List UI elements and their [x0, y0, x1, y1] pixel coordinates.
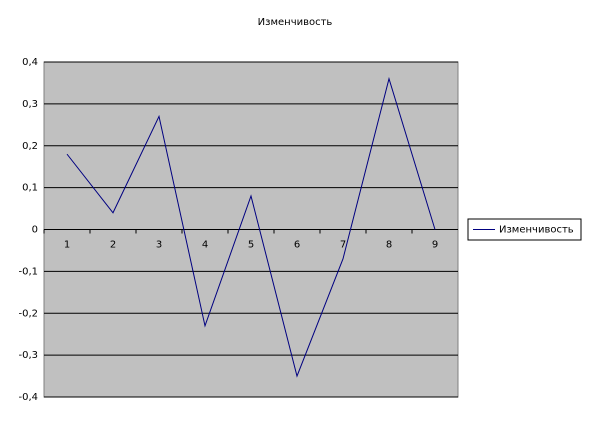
y-tick-label: 0,4 — [22, 57, 38, 68]
data-line — [66, 76, 436, 378]
y-tick-label: -0,2 — [18, 308, 38, 319]
x-tick-label: 4 — [202, 240, 208, 251]
y-tick-label: -0,3 — [18, 350, 38, 361]
x-tick-label: 2 — [110, 240, 116, 251]
x-tick-label: 5 — [248, 240, 254, 251]
x-tick-label: 7 — [340, 240, 346, 251]
y-tick-label: -0,4 — [18, 392, 38, 403]
y-tick-label: -0,1 — [18, 266, 38, 277]
y-tick-label: 0,2 — [22, 141, 38, 152]
x-tick-label: 1 — [64, 240, 70, 251]
y-tick-label: 0,3 — [22, 99, 38, 110]
legend-box — [467, 218, 582, 241]
x-tick-label: 6 — [294, 240, 300, 251]
y-tick-label: 0 — [32, 225, 38, 236]
y-tick-label: 0,1 — [22, 183, 38, 194]
x-tick-label: 9 — [432, 240, 438, 251]
x-tick-label: 8 — [386, 240, 392, 251]
legend-label: Изменчивость — [499, 225, 574, 236]
x-tick-label: 3 — [156, 240, 162, 251]
chart-title: Изменчивость — [258, 17, 333, 28]
